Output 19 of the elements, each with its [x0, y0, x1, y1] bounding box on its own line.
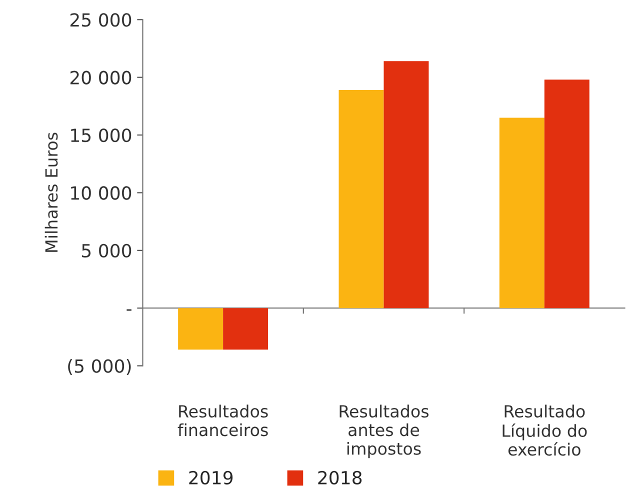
legend-label: 2018	[318, 470, 362, 485]
x-tick-label: Resultados antes de impostos	[340, 404, 429, 458]
bar	[178, 308, 224, 350]
y-tick-label: 25 000	[70, 13, 132, 27]
y-tick-label: (5 000)	[68, 358, 131, 376]
legend-label: 2019	[189, 470, 233, 485]
bar	[384, 61, 429, 308]
y-axis-title: Milhares Euros	[44, 132, 58, 252]
y-tick-label: -	[126, 309, 132, 311]
y-tick-label: 10 000	[71, 186, 132, 200]
bar	[223, 308, 268, 350]
y-tick-label: 20 000	[70, 70, 132, 84]
y-tick-label: 15 000	[71, 128, 132, 142]
x-tick-label: Resultado Líquido do exercício	[502, 404, 587, 456]
bar	[499, 118, 544, 308]
bar	[338, 90, 384, 308]
y-tick-label: 5 000	[82, 244, 132, 258]
x-tick-label: Resultados financeiros	[178, 404, 268, 436]
bar	[544, 80, 590, 308]
